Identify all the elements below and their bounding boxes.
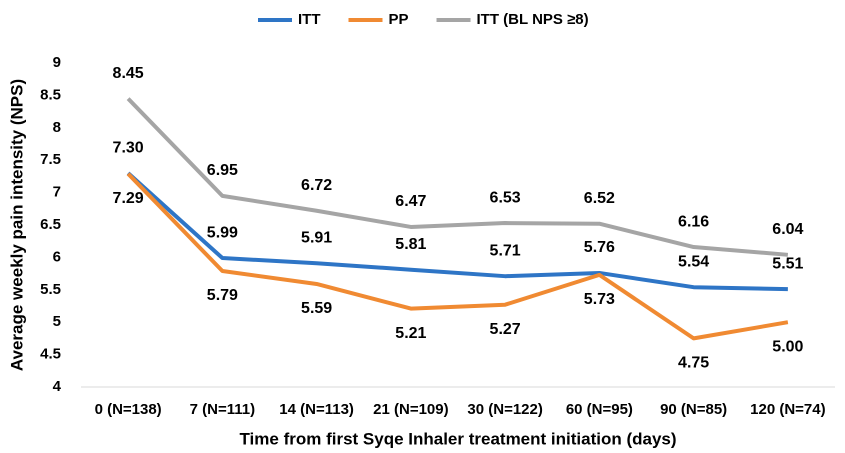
x-tick-label: 14 (N=113) (279, 401, 354, 418)
y-tick-label: 7.5 (40, 151, 61, 168)
x-axis-title: Time from first Syqe Inhaler treatment i… (239, 429, 676, 448)
y-tick-label: 7 (53, 184, 61, 201)
x-tick-label: 30 (N=122) (467, 401, 542, 418)
series-line (126, 97, 789, 257)
data-label: 6.16 (678, 213, 709, 230)
data-label: 7.30 (113, 139, 144, 156)
legend-label: ITT (BL NPS ≥8) (477, 11, 589, 28)
data-label: 5.81 (395, 236, 426, 253)
data-label: 5.00 (772, 338, 803, 355)
data-label: 6.53 (490, 189, 521, 206)
x-tick-label: 90 (N=85) (660, 401, 727, 418)
legend-label: PP (389, 11, 409, 28)
data-label: 5.73 (584, 291, 615, 308)
y-tick-label: 5 (53, 313, 61, 330)
y-tick-label: 8 (53, 119, 61, 136)
x-tick-label: 0 (N=138) (95, 401, 162, 418)
data-label: 5.79 (207, 287, 238, 304)
data-label: 7.29 (113, 190, 144, 207)
data-label: 6.95 (207, 162, 238, 179)
data-label: 8.45 (113, 65, 144, 82)
data-label: 5.99 (207, 224, 238, 241)
data-label: 5.54 (678, 253, 709, 270)
y-tick-label: 6 (53, 248, 61, 265)
series-line (126, 172, 789, 341)
x-tick-label: 7 (N=111) (190, 401, 255, 418)
data-label: 5.51 (772, 255, 803, 272)
series-line (126, 171, 788, 292)
x-tick-label: 120 (N=74) (750, 401, 825, 418)
y-axis-title: Average weekly pain intensity (NPS) (7, 79, 26, 371)
legend-label: ITT (298, 11, 321, 28)
y-tick-label: 5.5 (40, 281, 61, 298)
data-label: 6.04 (772, 221, 803, 238)
data-label: 6.52 (584, 190, 615, 207)
data-label: 6.72 (301, 177, 332, 194)
y-tick-label: 9 (53, 54, 61, 71)
data-label: 5.71 (490, 242, 521, 259)
x-tick-label: 60 (N=95) (566, 401, 633, 418)
data-label: 5.91 (301, 229, 332, 246)
y-tick-label: 4 (53, 378, 62, 395)
x-tick-label: 21 (N=109) (373, 401, 448, 418)
y-tick-label: 8.5 (40, 86, 61, 103)
data-label: 5.27 (490, 321, 521, 338)
data-label: 5.59 (301, 300, 332, 317)
data-label: 4.75 (678, 355, 709, 372)
data-label: 5.21 (395, 325, 426, 342)
data-label: 6.47 (395, 193, 426, 210)
y-tick-label: 6.5 (40, 216, 61, 233)
data-label: 5.76 (584, 239, 615, 256)
y-tick-label: 4.5 (40, 346, 61, 363)
